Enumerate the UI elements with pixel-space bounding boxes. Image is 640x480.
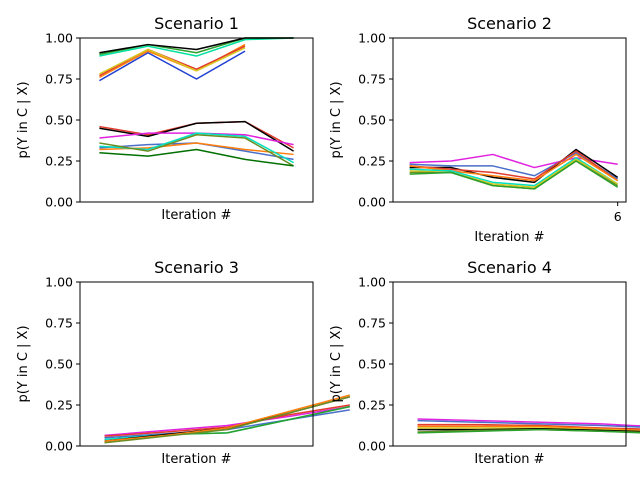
panel-2-y-tick-label: 0.50 (358, 113, 386, 128)
panel-1-series-line-1 (99, 50, 246, 82)
panel-2-y-axis-label: p(Y in C | X) (329, 81, 344, 158)
panel-1-series-line-5 (99, 37, 294, 57)
panel-3-y-tick-label: 0.75 (45, 316, 73, 331)
panel-4-series-line-6 (417, 428, 640, 433)
panel-3-series-line-1 (104, 405, 350, 437)
panel-4-series-group (417, 418, 640, 434)
panel-3-y-tick-label: 0.50 (45, 357, 73, 372)
panel-4-y-axis-label: p(Y in C | X) (329, 325, 344, 402)
panel-1-x-axis-label: Iteration # (161, 208, 231, 223)
panel-1-series-line-4 (99, 47, 246, 75)
panel-4-y-tick-label: 0.75 (358, 316, 386, 331)
panel-2-series-line-4 (409, 150, 619, 182)
panel-3-series-group (104, 394, 350, 444)
panel-2-x-tick-label: 6 (614, 209, 622, 224)
panel-1-y-tick-label: 0.00 (45, 195, 73, 210)
panel-4-series-line-1 (417, 418, 640, 427)
panel-3-y-axis-label: p(Y in C | X) (16, 325, 31, 402)
panel-2-y-tick-label: 0.75 (358, 72, 386, 87)
panel-4-series-line-8 (417, 428, 640, 434)
panel-2-y-tick-label: 1.00 (358, 31, 386, 46)
panel-2-series-line-6 (409, 156, 619, 187)
panel-3-y-tick-label: 1.00 (45, 275, 73, 290)
panel-2-x-axis-label: Iteration # (474, 230, 544, 245)
panel-1-series-line-14 (99, 134, 294, 167)
panel-3-y-tick-label: 0.00 (45, 439, 73, 454)
panel-2-title: Scenario 2 (467, 14, 552, 33)
panel-3-title: Scenario 3 (154, 258, 239, 277)
panel-1-axes-frame (79, 37, 314, 203)
panel-1-y-tick-label: 1.00 (45, 31, 73, 46)
panel-2-series-line-3 (409, 148, 619, 184)
panel-1-series-group (99, 37, 294, 167)
panel-1-y-axis-label: p(Y in C | X) (16, 81, 31, 158)
panel-1-y-tick-label: 0.75 (45, 72, 73, 87)
panel-2-y-tick-label: 0.25 (358, 154, 386, 169)
panel-3-x-axis-label: Iteration # (161, 452, 231, 467)
panel-2-series-line-9 (409, 160, 619, 190)
panel-1-title: Scenario 1 (154, 14, 239, 33)
panel-1-series-line-15 (99, 148, 294, 167)
panel-4-series-line-2 (417, 419, 640, 428)
panel-2-series-group (409, 148, 619, 190)
panel-4-y-tick-label: 1.00 (358, 275, 386, 290)
panel-3-y-tick-label: 0.25 (45, 398, 73, 413)
panel-2-series-line-2 (409, 152, 619, 180)
panel-3-series-line-7 (104, 394, 350, 442)
panel-4-series-line-3 (417, 423, 640, 430)
panel-4-y-tick-label: 0.00 (358, 439, 386, 454)
panel-1-y-tick-label: 0.25 (45, 154, 73, 169)
panel-1-series-line-6 (99, 37, 294, 56)
panel-4-x-axis-label: Iteration # (474, 452, 544, 467)
panel-1-series-line-9 (99, 120, 294, 152)
panel-4-series-line-4 (417, 425, 640, 432)
panel-1-y-tick-label: 0.50 (45, 113, 73, 128)
panel-4-title: Scenario 4 (467, 258, 552, 277)
panel-3-series-line-2 (104, 404, 350, 437)
panel-4-y-tick-label: 0.25 (358, 398, 386, 413)
panel-4-y-tick-label: 0.50 (358, 357, 386, 372)
panel-2-y-tick-label: 0.00 (358, 195, 386, 210)
panel-3-series-line-8 (104, 396, 350, 444)
